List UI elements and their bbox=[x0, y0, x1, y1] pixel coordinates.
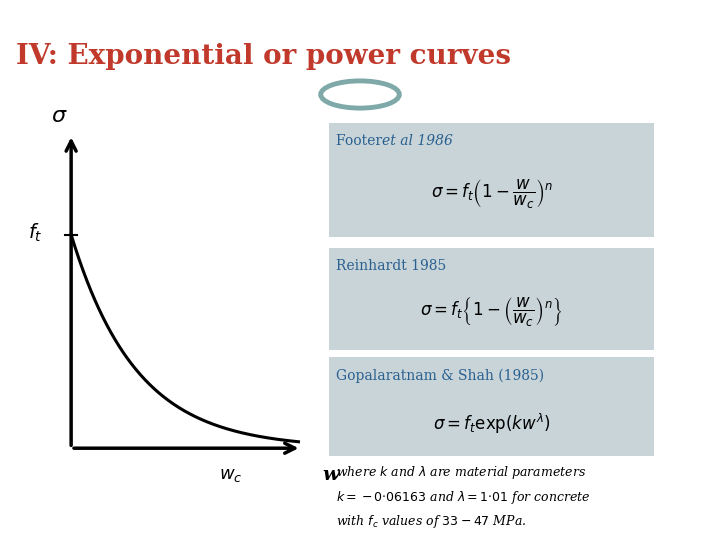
Text: Reinhardt 1985: Reinhardt 1985 bbox=[336, 259, 446, 273]
Text: $\sigma = f_t \left\{1 - \left(\dfrac{w}{w_c}\right)^n\right\}$: $\sigma = f_t \left\{1 - \left(\dfrac{w}… bbox=[420, 295, 563, 328]
Text: Gopalaratnam & Shah (1985): Gopalaratnam & Shah (1985) bbox=[336, 369, 544, 383]
FancyBboxPatch shape bbox=[328, 357, 654, 456]
Text: w: w bbox=[323, 466, 340, 484]
FancyBboxPatch shape bbox=[328, 248, 654, 350]
Text: $w_c$: $w_c$ bbox=[219, 465, 243, 484]
Text: et al 1986: et al 1986 bbox=[382, 134, 452, 149]
FancyBboxPatch shape bbox=[328, 123, 654, 237]
Text: $\sigma$: $\sigma$ bbox=[51, 105, 68, 127]
Text: Footer: Footer bbox=[336, 134, 387, 149]
Text: where $k$ and $\lambda$ are material parameters
$k = -0{\cdot}06163$ and $\lambd: where $k$ and $\lambda$ are material par… bbox=[336, 464, 591, 530]
Text: $\sigma = f_t \exp(kw^{\lambda})$: $\sigma = f_t \exp(kw^{\lambda})$ bbox=[433, 411, 550, 436]
Text: $f_t$: $f_t$ bbox=[28, 221, 43, 244]
Text: IV: Exponential or power curves: IV: Exponential or power curves bbox=[16, 43, 511, 70]
Text: $\sigma = f_t \left(1 - \dfrac{w}{w_c}\right)^n$: $\sigma = f_t \left(1 - \dfrac{w}{w_c}\r… bbox=[431, 177, 552, 210]
